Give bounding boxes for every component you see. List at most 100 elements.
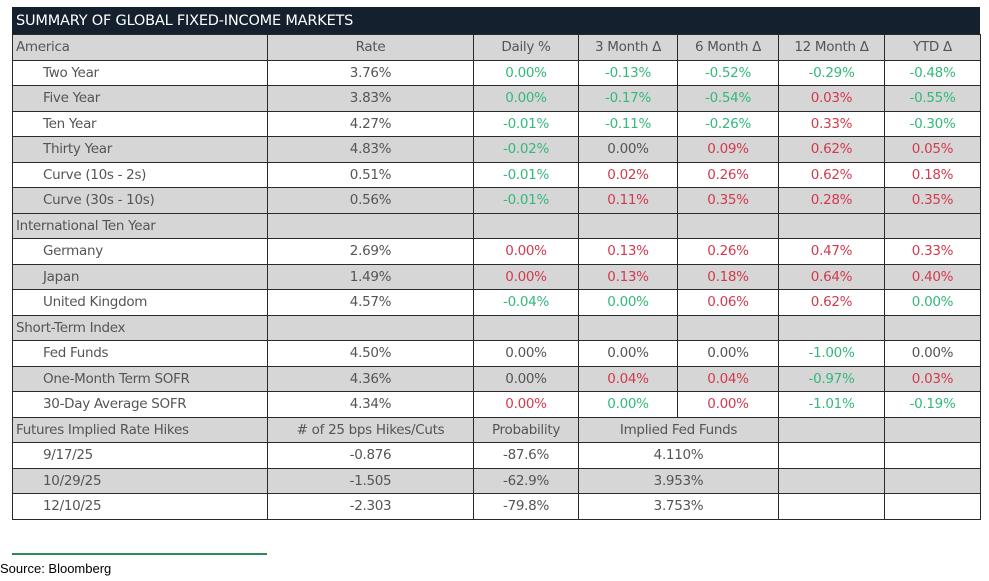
change-cell: -0.48%: [884, 59, 981, 86]
column-header: [778, 314, 885, 341]
section-header: International Ten Year: [12, 212, 268, 239]
change-cell: 0.33%: [884, 238, 981, 265]
rate-cell: 1.49%: [267, 263, 474, 290]
table-row: Short-Term Index: [12, 314, 981, 341]
row-label: Two Year: [12, 59, 268, 86]
row-label: 30-Day Average SOFR: [12, 391, 268, 418]
column-header: Rate: [267, 34, 474, 61]
column-header: Implied Fed Funds: [578, 416, 779, 443]
column-header: [884, 212, 981, 239]
table-row: Two Year 3.76% 0.00% -0.13% -0.52% -0.29% -0.4…: [12, 59, 981, 86]
change-cell: 0.33%: [778, 110, 885, 137]
change-cell: -0.29%: [778, 59, 885, 86]
change-cell: 0.09%: [677, 136, 779, 163]
rate-cell: 4.50%: [267, 340, 474, 367]
change-cell: 0.62%: [778, 161, 885, 188]
column-header: YTD Δ: [884, 34, 981, 61]
column-header: Probability: [473, 416, 579, 443]
change-cell: 0.00%: [578, 289, 678, 316]
column-header: 12 Month Δ: [778, 34, 885, 61]
change-cell: -0.01%: [473, 110, 579, 137]
probability-cell: -79.8%: [473, 493, 579, 520]
probability-cell: -62.9%: [473, 467, 579, 494]
rate-cell: 4.83%: [267, 136, 474, 163]
table-row: Curve (30s - 10s) 0.56% -0.01% 0.11% 0.35% 0.…: [12, 187, 981, 214]
column-header: Daily %: [473, 34, 579, 61]
change-cell: -0.97%: [778, 365, 885, 392]
change-cell: 0.00%: [578, 391, 678, 418]
change-cell: 0.00%: [473, 85, 579, 112]
change-cell: 0.28%: [778, 187, 885, 214]
change-cell: 0.05%: [884, 136, 981, 163]
column-header: [677, 314, 779, 341]
change-cell: 0.35%: [884, 187, 981, 214]
table-row: Curve (10s - 2s) 0.51% -0.01% 0.02% 0.26% 0.6…: [12, 161, 981, 188]
column-header: [578, 314, 678, 341]
row-label: Five Year: [12, 85, 268, 112]
rate-cell: 3.83%: [267, 85, 474, 112]
table-row: United Kingdom 4.57% -0.04% 0.00% 0.06% 0.62%…: [12, 289, 981, 316]
change-cell: -0.26%: [677, 110, 779, 137]
table-row: Japan 1.49% 0.00% 0.13% 0.18% 0.64% 0.40%: [12, 263, 981, 290]
rate-cell: 0.51%: [267, 161, 474, 188]
row-label: Germany: [12, 238, 268, 265]
change-cell: 0.00%: [473, 238, 579, 265]
rate-cell: 2.69%: [267, 238, 474, 265]
change-cell: 0.02%: [578, 161, 678, 188]
empty-cell: [884, 416, 981, 443]
change-cell: -0.19%: [884, 391, 981, 418]
change-cell: -0.52%: [677, 59, 779, 86]
table-row: International Ten Year: [12, 212, 981, 239]
change-cell: 0.26%: [677, 161, 779, 188]
table-row: Ten Year 4.27% -0.01% -0.11% -0.26% 0.33% -0.3…: [12, 110, 981, 137]
row-label: Fed Funds: [12, 340, 268, 367]
change-cell: 0.03%: [884, 365, 981, 392]
hikes-cuts-cell: -2.303: [267, 493, 474, 520]
change-cell: 0.18%: [677, 263, 779, 290]
change-cell: 0.64%: [778, 263, 885, 290]
change-cell: -0.11%: [578, 110, 678, 137]
empty-cell: [884, 442, 981, 469]
source-note: Source: Bloomberg: [0, 561, 112, 576]
section-header: Futures Implied Rate Hikes: [12, 416, 268, 443]
meeting-date: 9/17/25: [12, 442, 268, 469]
section-header: Short-Term Index: [12, 314, 268, 341]
change-cell: 0.13%: [578, 263, 678, 290]
column-header: [267, 212, 474, 239]
change-cell: 0.00%: [578, 340, 678, 367]
change-cell: 0.00%: [473, 391, 579, 418]
change-cell: 0.03%: [778, 85, 885, 112]
change-cell: 0.00%: [473, 340, 579, 367]
column-header: [473, 314, 579, 341]
rate-cell: 4.27%: [267, 110, 474, 137]
implied-fed-funds-cell: 3.953%: [578, 467, 779, 494]
hikes-cuts-cell: -1.505: [267, 467, 474, 494]
change-cell: -1.01%: [778, 391, 885, 418]
row-label: Thirty Year: [12, 136, 268, 163]
change-cell: 0.00%: [677, 340, 779, 367]
column-header: [677, 212, 779, 239]
column-header: [473, 212, 579, 239]
change-cell: 0.40%: [884, 263, 981, 290]
table-title: SUMMARY OF GLOBAL FIXED-INCOME MARKETS: [12, 7, 980, 34]
change-cell: -0.04%: [473, 289, 579, 316]
change-cell: 0.35%: [677, 187, 779, 214]
change-cell: -1.00%: [778, 340, 885, 367]
change-cell: 0.18%: [884, 161, 981, 188]
change-cell: -0.13%: [578, 59, 678, 86]
rate-cell: 0.56%: [267, 187, 474, 214]
table-row: Five Year 3.83% 0.00% -0.17% -0.54% 0.03% -0.5…: [12, 85, 981, 112]
change-cell: -0.02%: [473, 136, 579, 163]
change-cell: 0.00%: [677, 391, 779, 418]
change-cell: 0.62%: [778, 136, 885, 163]
column-header: [884, 314, 981, 341]
rate-cell: 3.76%: [267, 59, 474, 86]
hikes-cuts-cell: -0.876: [267, 442, 474, 469]
empty-cell: [884, 467, 981, 494]
table-row: Futures Implied Rate Hikes # of 25 bps Hi…: [12, 416, 981, 443]
row-label: Curve (10s - 2s): [12, 161, 268, 188]
section-header: America: [12, 34, 268, 61]
selection-underline: [12, 553, 267, 555]
